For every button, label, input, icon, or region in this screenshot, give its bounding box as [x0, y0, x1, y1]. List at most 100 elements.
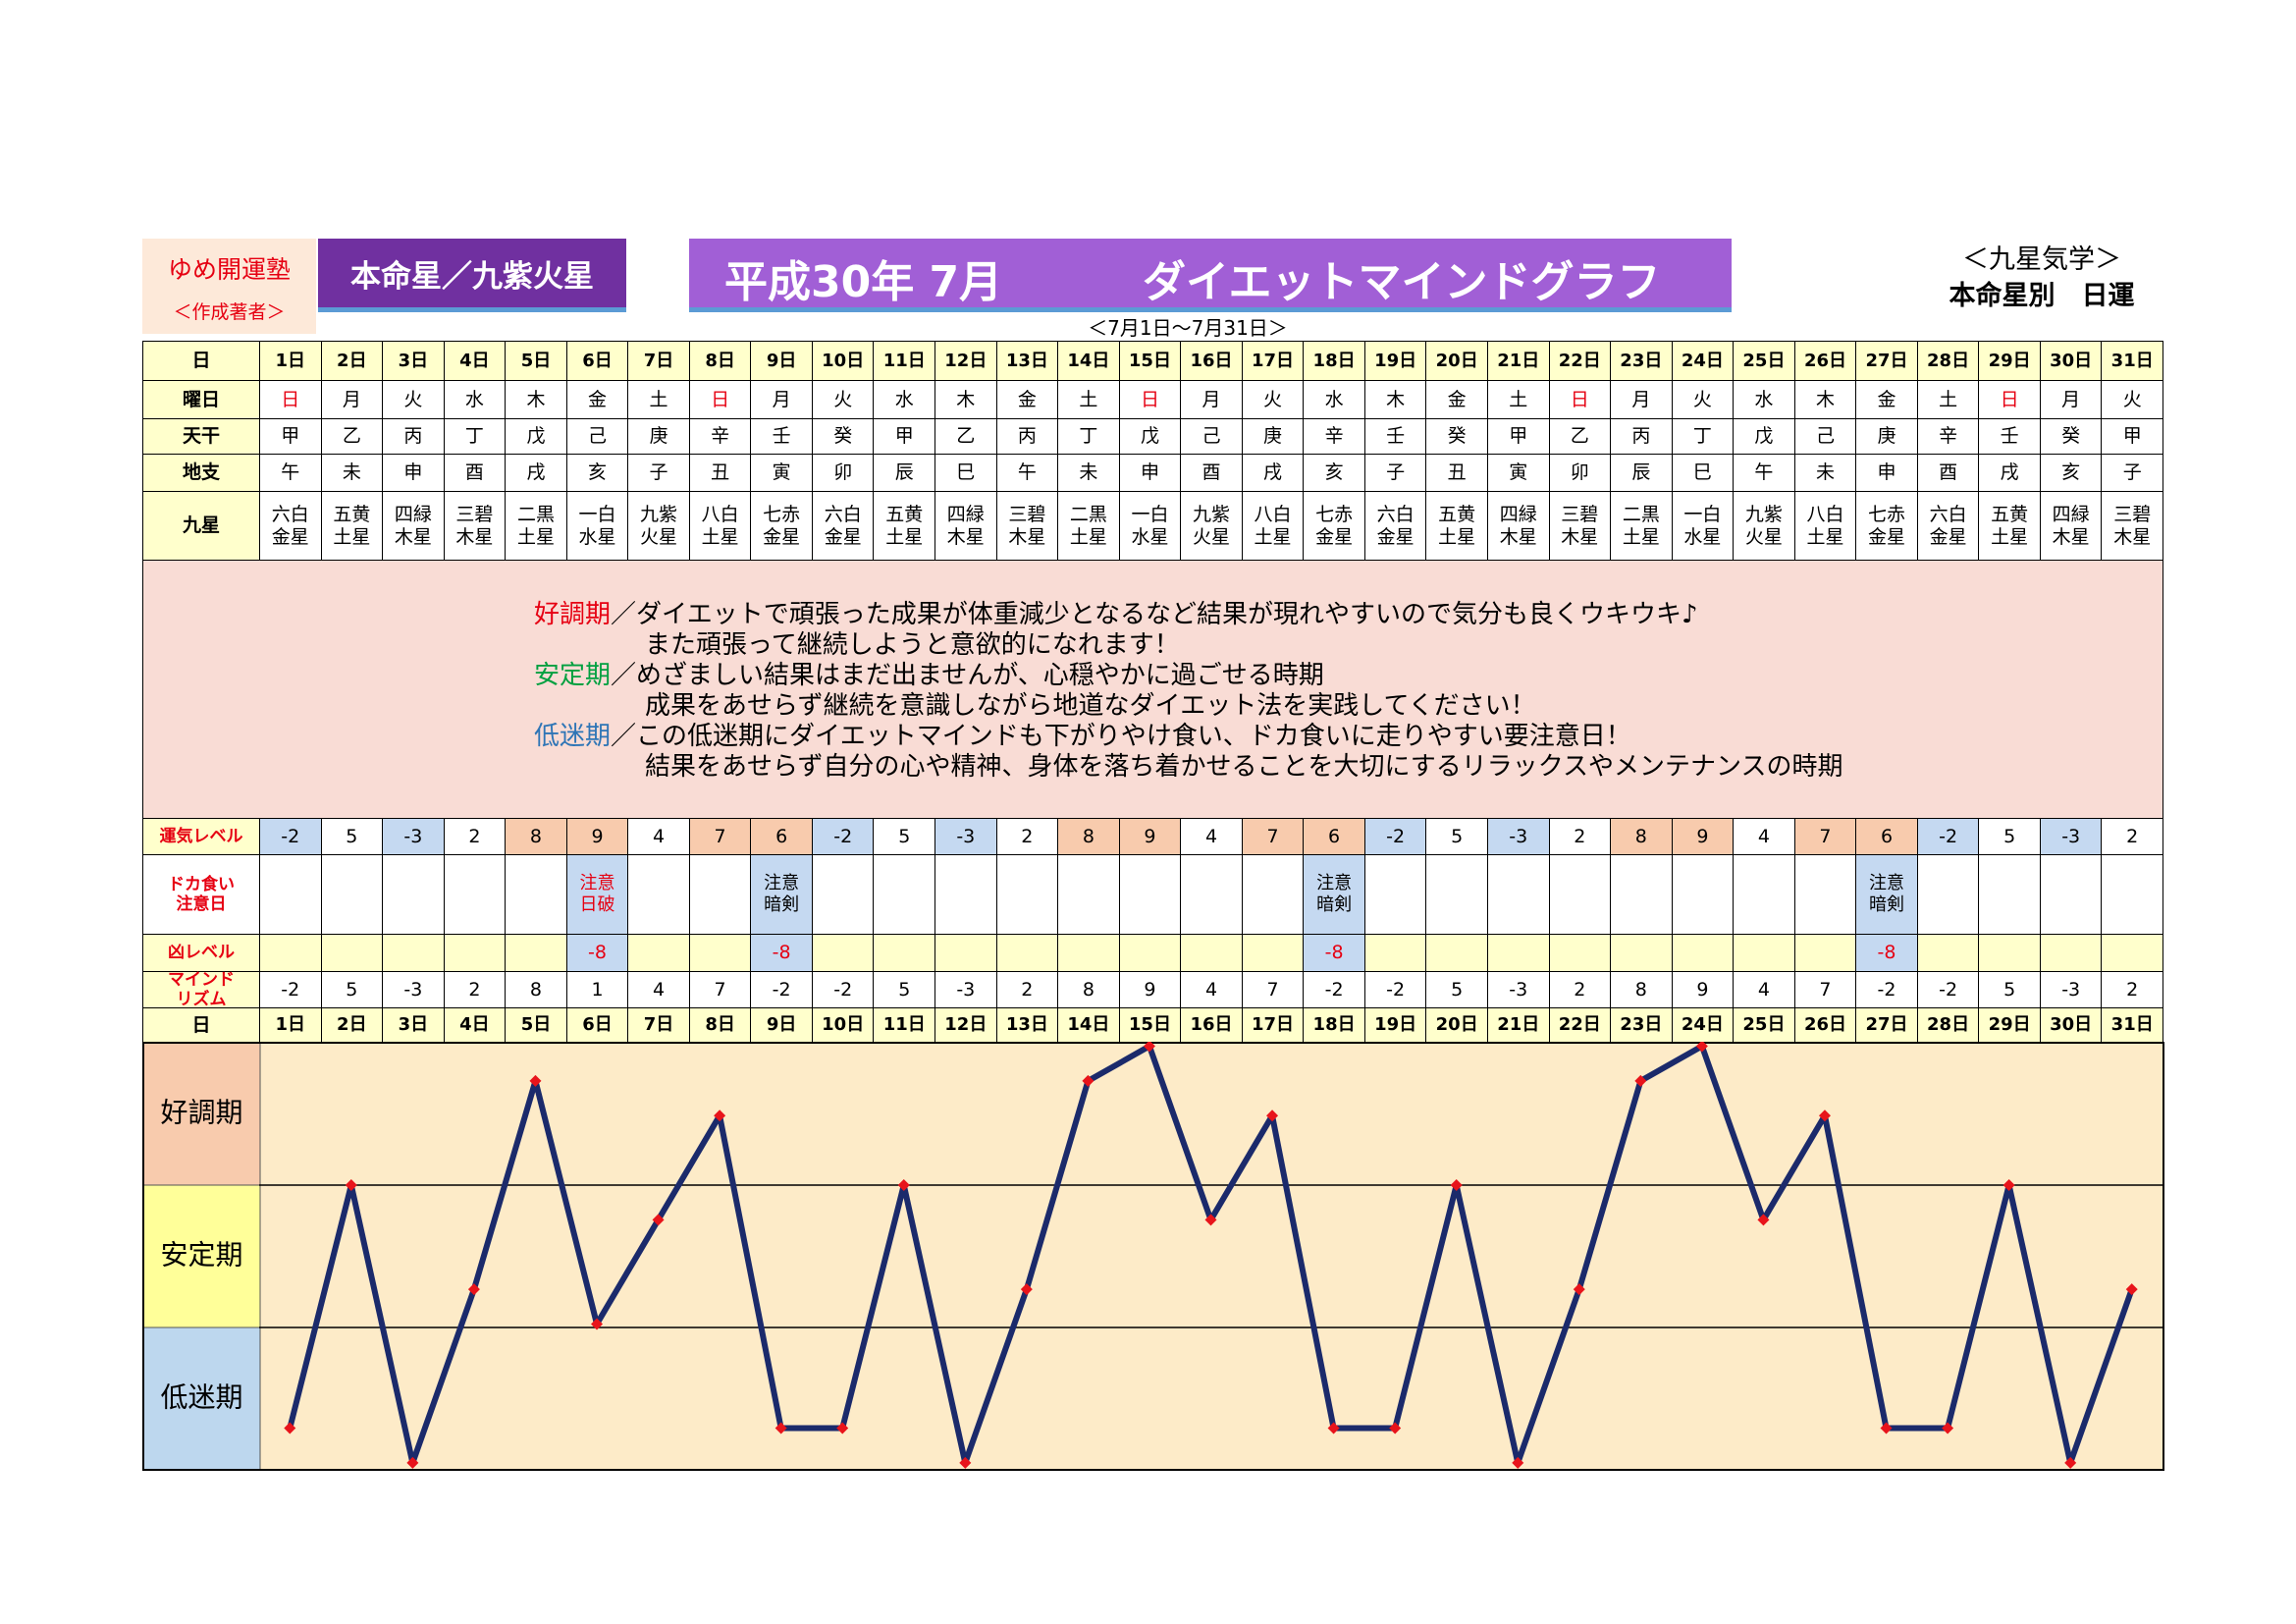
day-header: 1日	[259, 341, 322, 381]
star-text: 土星	[1254, 525, 1292, 548]
star-text: 三碧	[1561, 503, 1599, 525]
shi-cell: 申	[1855, 454, 1918, 492]
mind-cell: 2	[2101, 971, 2163, 1008]
day-header: 20日	[1425, 341, 1488, 381]
weekday-cell: 木	[934, 380, 997, 419]
mind-cell: -2	[811, 971, 875, 1008]
star-text: 火星	[1744, 525, 1783, 548]
star-text: 五黄	[1991, 503, 2029, 525]
luck-cell: 8	[505, 818, 567, 855]
doka-cell	[1118, 854, 1182, 935]
luck-cell: 5	[873, 818, 936, 855]
luck-cell: 8	[1610, 818, 1673, 855]
star-text: 七赤	[1868, 503, 1906, 525]
star-text: 土星	[701, 525, 739, 548]
period: ＜7月1日～7月31日＞	[1088, 316, 1288, 340]
day-header: 21日	[1486, 341, 1550, 381]
doka-cell	[382, 854, 445, 935]
kyo-cell	[259, 934, 322, 972]
star-cell: 九紫 火星	[627, 491, 690, 561]
description-box: 好調期／ダイエットで頑張った成果が体重減少となるなど結果が現れやすいので気分も良…	[142, 560, 2163, 819]
shi-cell: 申	[1118, 454, 1182, 492]
marker	[406, 1456, 419, 1469]
star-text: 三碧	[2113, 503, 2152, 525]
star-cell: 八白 土星	[1793, 491, 1857, 561]
doka-cell: 注意 暗剣	[750, 854, 813, 935]
label-text: ドカ食い	[168, 874, 235, 894]
kan-cell: 癸	[1425, 418, 1488, 455]
author: ＜作成著者＞	[173, 301, 286, 323]
kan-cell: 甲	[1486, 418, 1550, 455]
day-header: 22日	[1548, 1007, 1612, 1043]
star-text: 七赤	[763, 503, 801, 525]
day-header: 3日	[382, 341, 445, 381]
marker	[1389, 1422, 1402, 1435]
day-header: 7日	[627, 1007, 690, 1043]
weekday-cell: 水	[443, 380, 507, 419]
mind-cell: 9	[1118, 971, 1182, 1008]
marker	[1880, 1422, 1893, 1435]
star-text: 六白	[271, 503, 309, 525]
star-cell: 九紫 火星	[1180, 491, 1243, 561]
star-text: 木星	[1561, 525, 1599, 548]
kyo-cell	[995, 934, 1059, 972]
shi-cell: 酉	[1180, 454, 1243, 492]
doka-cell: 注意 暗剣	[1855, 854, 1918, 935]
doka-cell	[934, 854, 997, 935]
star-cell: 八白 土星	[688, 491, 752, 561]
doka-cell	[2039, 854, 2103, 935]
weekday-cell: 水	[873, 380, 936, 419]
star-text: 五黄	[885, 503, 924, 525]
kyo-cell	[627, 934, 690, 972]
doka-cell	[811, 854, 875, 935]
marker	[284, 1422, 296, 1435]
shi-cell: 子	[1363, 454, 1427, 492]
mind-cell: 1	[565, 971, 629, 1008]
kyo-cell	[873, 934, 936, 972]
day-header: 8日	[688, 341, 752, 381]
day-header: 7日	[627, 341, 690, 381]
marker	[1450, 1179, 1463, 1191]
weekday-cell: 火	[2101, 380, 2163, 419]
kan-cell: 丁	[1671, 418, 1735, 455]
kyo-cell	[811, 934, 875, 972]
doka-cell	[1241, 854, 1305, 935]
marker	[1634, 1074, 1647, 1087]
kyo-cell	[1486, 934, 1550, 972]
shi-cell: 戌	[1978, 454, 2041, 492]
star-text: 土星	[333, 525, 371, 548]
doka-cell	[1548, 854, 1612, 935]
honmei-box: 本命星／九紫火星	[318, 239, 626, 312]
star-text: 七赤	[1315, 503, 1354, 525]
marker	[774, 1422, 787, 1435]
luck-cell: 9	[565, 818, 629, 855]
kyo-cell	[2039, 934, 2103, 972]
star-text: 二黒	[516, 503, 555, 525]
weekday-cell: 月	[750, 380, 813, 419]
kyo-cell	[934, 934, 997, 972]
star-cell: 三碧 木星	[1548, 491, 1612, 561]
weekday-cell: 火	[382, 380, 445, 419]
doka-cell	[627, 854, 690, 935]
star-cell: 四緑 木星	[382, 491, 445, 561]
star-text: 四緑	[394, 503, 432, 525]
day-header: 9日	[750, 1007, 813, 1043]
star-text: 木星	[394, 525, 432, 548]
star-cell: 五黄 土星	[320, 491, 384, 561]
day-header: 18日	[1303, 341, 1365, 381]
star-text: 金星	[824, 525, 862, 548]
marker	[1818, 1110, 1831, 1122]
star-text: 火星	[1192, 525, 1230, 548]
star-text: 一白	[1131, 503, 1169, 525]
star-text: 二黒	[1622, 503, 1660, 525]
kan-cell: 丙	[382, 418, 445, 455]
star-cell: 六白 金星	[811, 491, 875, 561]
legend-label: 安定期	[534, 661, 612, 690]
day-header: 30日	[2039, 341, 2103, 381]
kyo-cell	[505, 934, 567, 972]
doka-cell: 注意 暗剣	[1303, 854, 1365, 935]
mind-cell: 7	[1793, 971, 1857, 1008]
luck-cell: 7	[1793, 818, 1857, 855]
luck-cell: 4	[1733, 818, 1795, 855]
chart-border	[142, 1042, 2164, 1471]
